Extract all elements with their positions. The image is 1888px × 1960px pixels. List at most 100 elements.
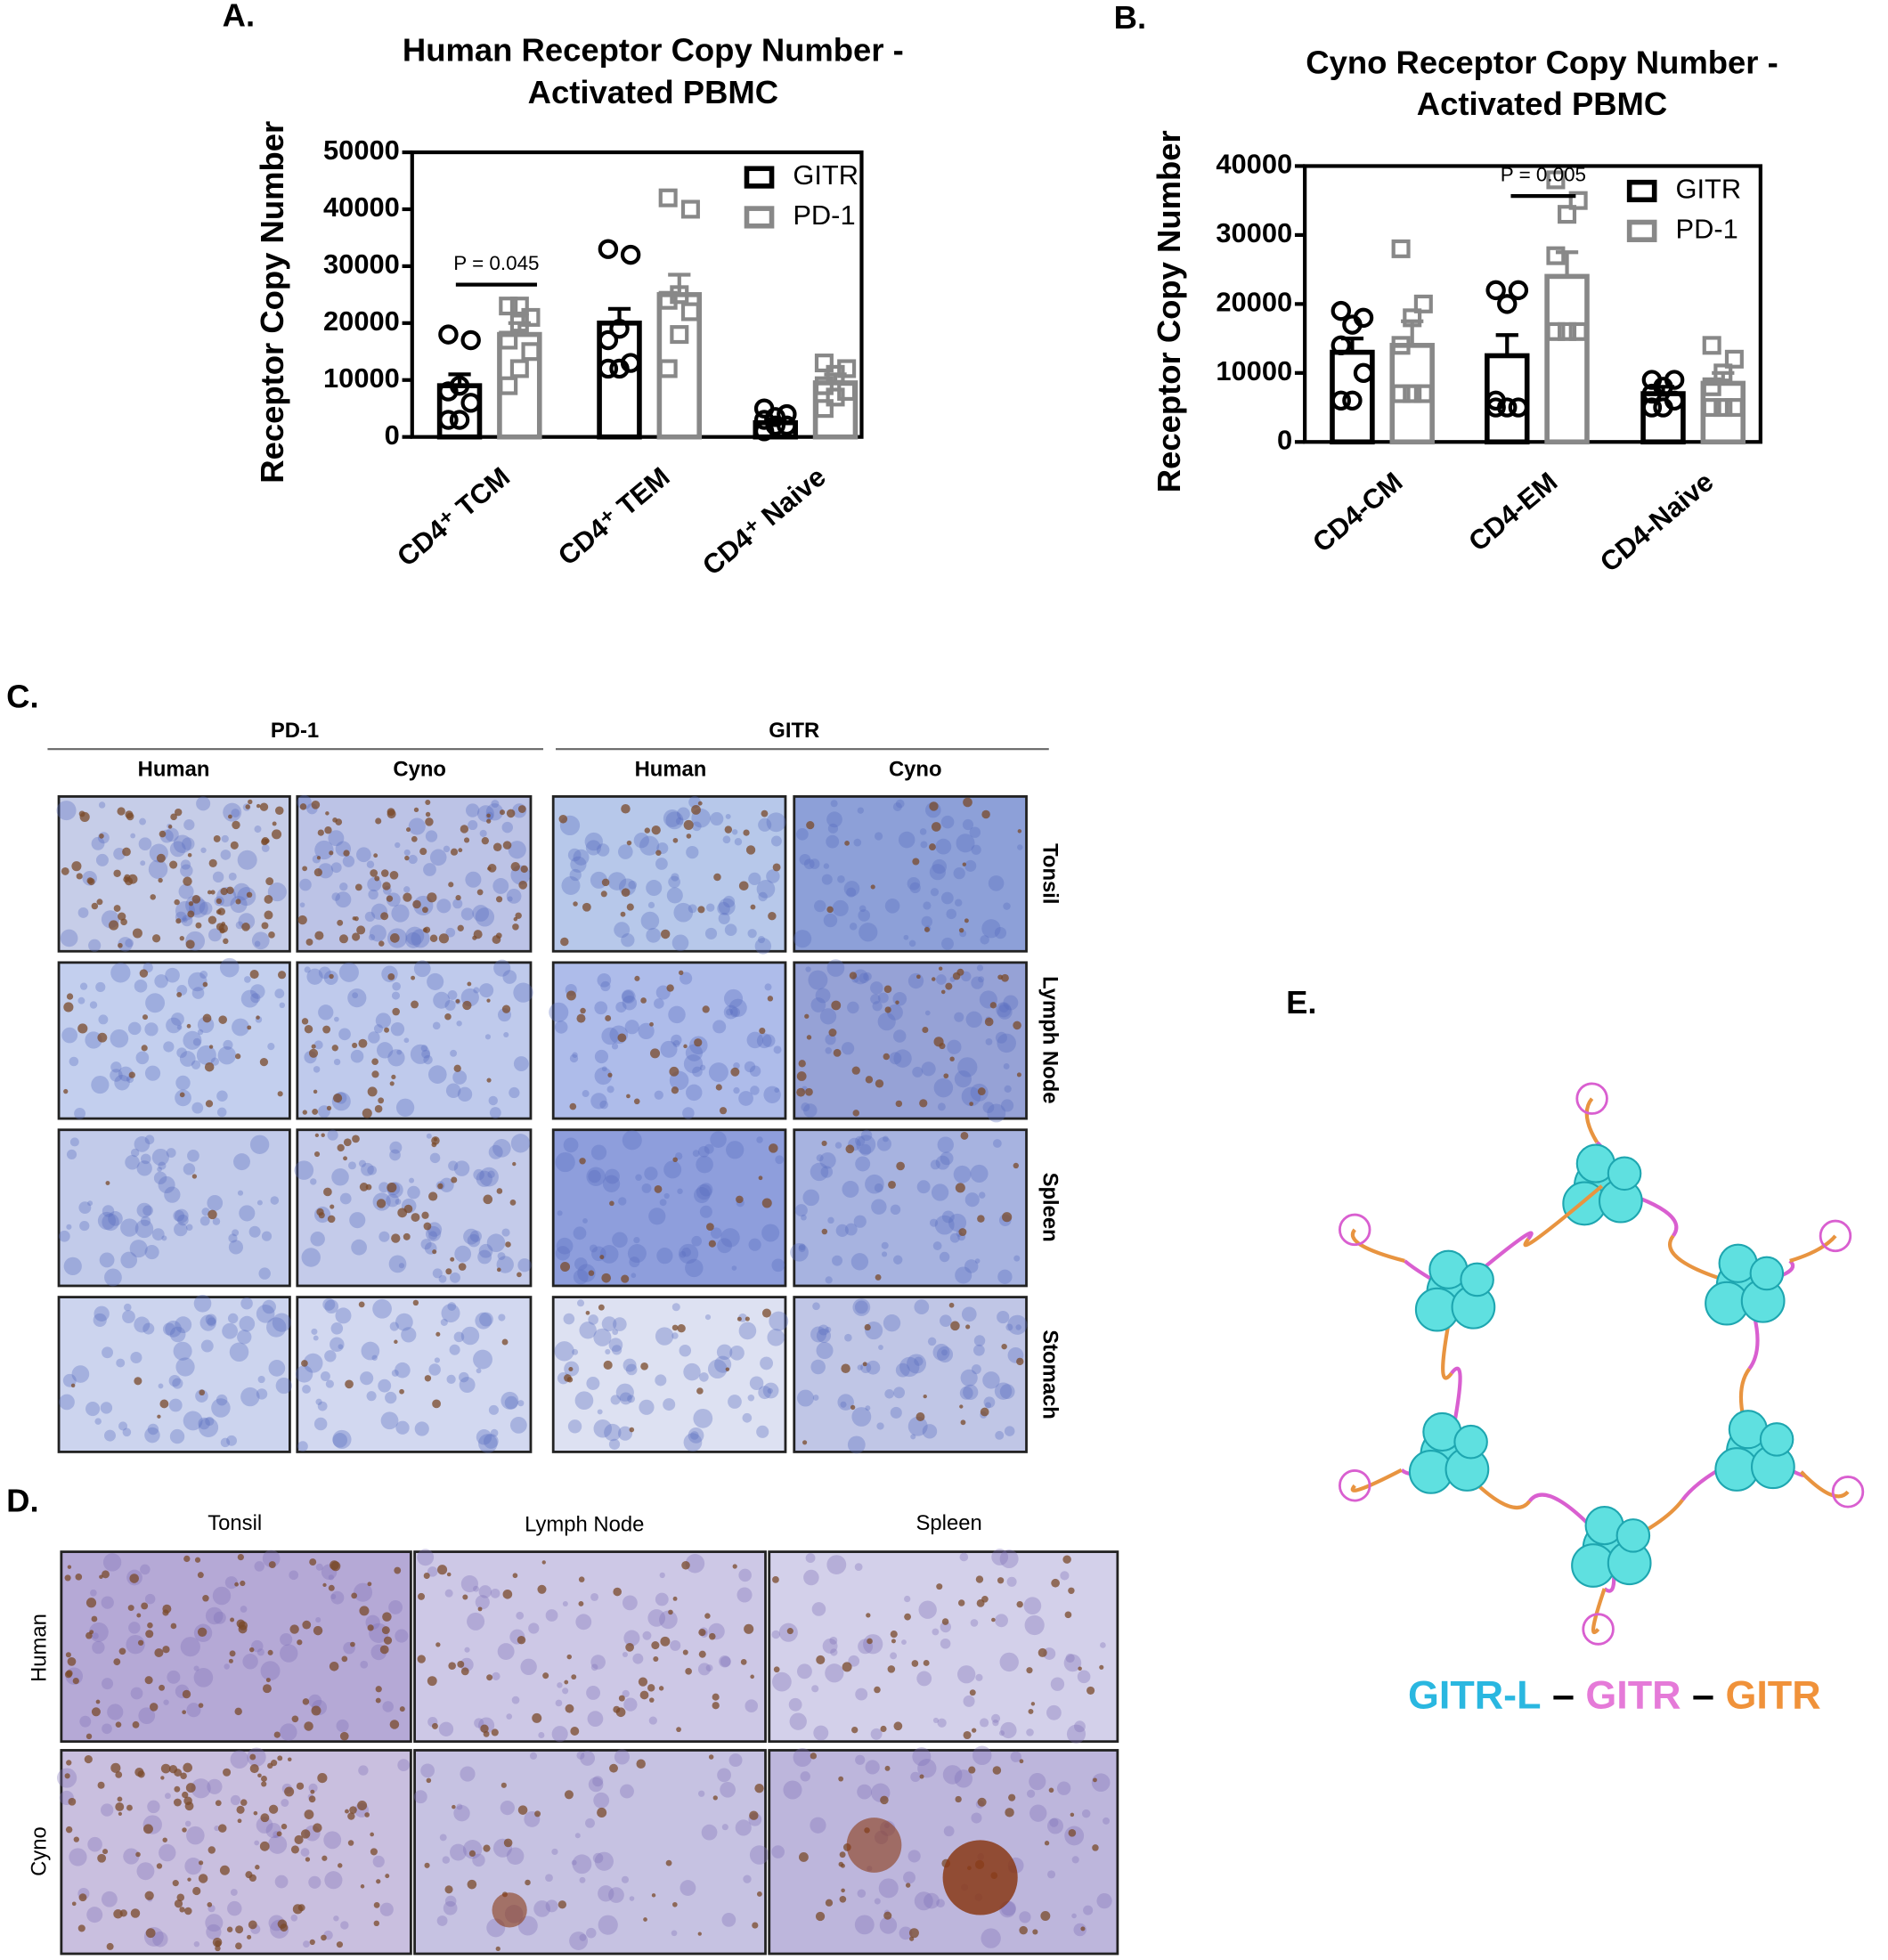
tissue-texture — [185, 1224, 193, 1232]
tissue-texture — [855, 1135, 866, 1146]
stain — [888, 1180, 896, 1189]
tissue-texture — [135, 1051, 150, 1065]
tissue-texture — [796, 828, 809, 841]
data-point — [598, 329, 619, 351]
stain — [218, 923, 228, 933]
tissue-texture — [659, 1199, 667, 1207]
stain — [909, 1936, 915, 1941]
stain — [240, 1580, 246, 1587]
stain — [261, 1775, 267, 1782]
tissue-texture — [136, 1160, 152, 1176]
data-point — [658, 188, 678, 207]
tissue-texture — [932, 1343, 950, 1361]
tissue-texture — [91, 836, 105, 850]
tissue-texture — [903, 1871, 916, 1884]
tissue-texture — [973, 1344, 985, 1356]
stain — [144, 1676, 153, 1685]
tissue-texture — [985, 1037, 993, 1045]
stain — [169, 860, 178, 869]
stain — [330, 1561, 341, 1572]
stain — [179, 935, 184, 941]
stain — [613, 1705, 621, 1713]
micrograph — [768, 1550, 1119, 1744]
stain — [438, 933, 450, 944]
tissue-texture — [852, 1298, 871, 1316]
tissue-texture — [893, 1255, 903, 1265]
tissue-texture — [608, 1338, 623, 1353]
tissue-texture — [892, 991, 907, 1006]
tissue-texture — [733, 1086, 740, 1094]
stain — [730, 1067, 740, 1077]
stain — [566, 1654, 572, 1660]
tissue-texture — [874, 1898, 881, 1905]
tissue-texture — [810, 1359, 826, 1375]
tissue-texture — [863, 972, 872, 981]
stain — [960, 1419, 966, 1426]
tissue-texture — [975, 1673, 983, 1681]
tissue-texture — [360, 1371, 374, 1386]
tissue-texture — [726, 1008, 734, 1016]
stain — [272, 829, 282, 840]
tissue-texture — [844, 1333, 852, 1342]
stain — [421, 1211, 429, 1219]
stain — [364, 1812, 370, 1818]
tissue-texture — [679, 1344, 692, 1357]
stain — [367, 1624, 374, 1631]
tissue-texture — [395, 1420, 410, 1435]
tissue-texture — [390, 1021, 405, 1037]
micrograph — [551, 1128, 787, 1288]
stain — [194, 1557, 201, 1563]
tissue-texture — [582, 1217, 588, 1224]
tissue-texture — [221, 834, 229, 843]
tissue-texture — [473, 987, 480, 994]
stain — [394, 1339, 398, 1344]
tissue-texture — [593, 1328, 612, 1346]
data-point — [1664, 390, 1685, 411]
stain — [141, 1602, 149, 1610]
tissue-header: Tonsil — [208, 1511, 262, 1535]
tissue-texture — [827, 823, 839, 834]
stain — [712, 1702, 720, 1710]
stain — [425, 811, 431, 817]
stain — [963, 797, 972, 808]
tissue-texture — [698, 1145, 710, 1158]
stain — [825, 1899, 834, 1907]
data-point — [1485, 397, 1506, 418]
stain — [708, 1632, 716, 1640]
tissue-texture — [122, 1427, 132, 1437]
tissue-texture — [592, 1776, 604, 1787]
stain — [758, 1175, 763, 1181]
tissue-texture — [302, 1385, 311, 1394]
tissue-texture — [1046, 1818, 1063, 1834]
stain — [97, 1853, 107, 1863]
stain — [515, 912, 522, 919]
tissue-texture — [510, 1134, 531, 1153]
tissue-texture — [217, 1045, 237, 1065]
tissue-texture — [994, 1382, 1013, 1400]
tissue-texture — [197, 1029, 204, 1036]
tissue-texture — [803, 1569, 819, 1586]
stain — [558, 814, 568, 824]
tissue-texture — [572, 1854, 592, 1875]
stain — [259, 1058, 269, 1067]
tissue-texture — [504, 1395, 518, 1410]
tissue-texture — [992, 1720, 999, 1727]
stain — [312, 1108, 319, 1115]
group-header: PD-1 — [271, 719, 319, 743]
stain — [852, 1110, 860, 1117]
tissue-texture — [1004, 1426, 1015, 1436]
tissue-texture — [175, 1089, 191, 1107]
stain — [1017, 829, 1022, 834]
tissue-texture — [812, 1302, 820, 1311]
stain — [309, 1558, 317, 1566]
tissue-texture — [854, 1563, 863, 1572]
gitr-domain — [1819, 1219, 1852, 1253]
data-point — [620, 353, 641, 373]
stain — [381, 1626, 390, 1635]
tissue-texture — [954, 1070, 972, 1088]
tissue-texture — [633, 833, 649, 849]
tissue-texture — [972, 1745, 992, 1766]
tissue-label: Spleen — [1038, 1173, 1062, 1242]
tissue-texture — [962, 818, 974, 831]
stain — [208, 1846, 216, 1854]
